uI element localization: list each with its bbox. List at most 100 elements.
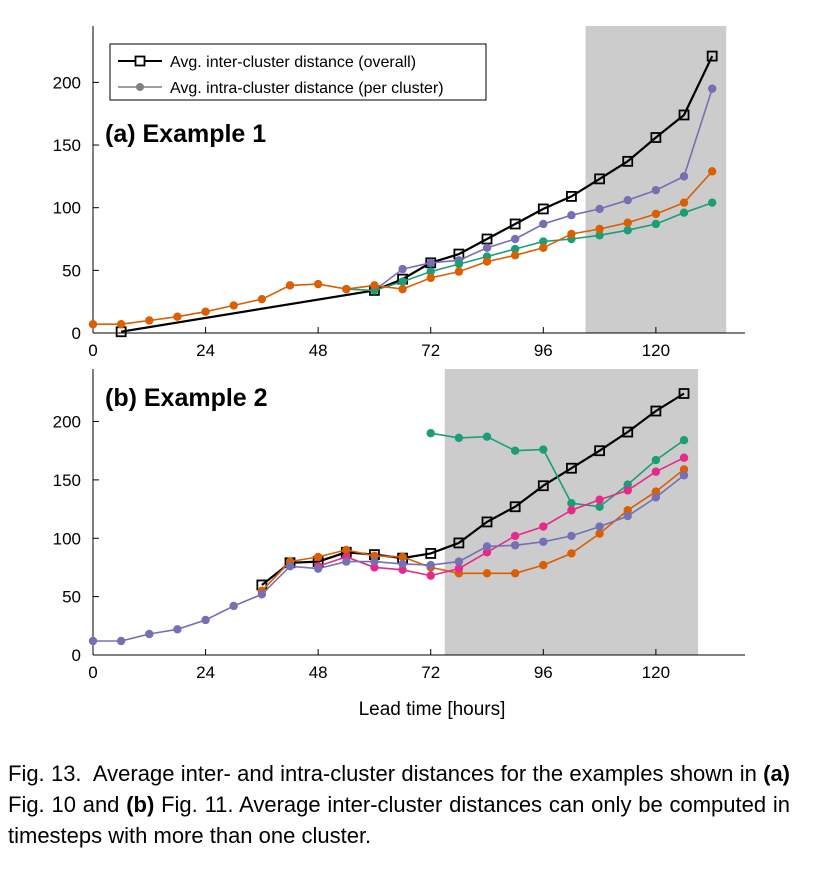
- data-point: [313, 552, 323, 562]
- x-tick-label: 120: [642, 663, 670, 682]
- legend-marker: [134, 55, 146, 67]
- figure: 0 24 48 72 96 120 0 50 100 150 200 (a) Example 1 Avg…: [53, 26, 745, 720]
- series-line: [430, 432, 685, 508]
- data-point: [594, 445, 605, 457]
- caption-text-3: Fig. 11. Average inter-cluster distances…: [8, 792, 790, 848]
- data-point: [510, 446, 520, 455]
- data-point: [510, 569, 520, 578]
- data-point: [595, 529, 604, 538]
- data-point: [453, 537, 465, 549]
- data-point: [567, 211, 576, 220]
- x-tick-label: 72: [421, 663, 440, 682]
- x-tick-label: 0: [88, 663, 97, 682]
- data-point: [651, 455, 661, 465]
- chart-panel-a: 0 24 48 72 96 120 0 50 100 150 200 (a) Example 1 Avg…: [53, 26, 745, 360]
- data-point: [145, 316, 154, 325]
- data-point: [595, 522, 604, 531]
- y-tick-label: 200: [53, 73, 81, 92]
- data-point: [482, 243, 492, 252]
- x-tick-label: 24: [196, 663, 215, 682]
- x-tick-label: 72: [421, 341, 440, 360]
- data-point: [651, 467, 661, 476]
- data-point: [567, 499, 576, 508]
- data-point: [481, 233, 493, 245]
- data-point: [454, 564, 464, 573]
- caption-ref-a: (a): [763, 761, 791, 786]
- data-point: [398, 552, 407, 562]
- data-point: [426, 273, 435, 283]
- data-point: [426, 267, 435, 276]
- data-point: [651, 487, 661, 496]
- x-tick-label: 0: [88, 341, 97, 360]
- data-point: [539, 237, 548, 246]
- series-line: [317, 456, 685, 577]
- data-point: [595, 495, 604, 504]
- y-tick-label: 50: [62, 588, 81, 607]
- data-point: [651, 185, 661, 195]
- legend-label: Avg. inter-cluster distance (overall): [170, 54, 416, 71]
- data-point: [285, 562, 295, 571]
- data-point: [539, 243, 548, 252]
- data-point: [539, 522, 548, 531]
- data-point: [537, 203, 549, 215]
- data-point: [454, 557, 464, 566]
- y-tick-label: 0: [72, 646, 81, 665]
- series-line: [93, 474, 685, 642]
- data-point: [88, 320, 98, 329]
- data-point: [510, 251, 520, 260]
- data-point: [481, 516, 493, 528]
- data-point: [537, 480, 549, 492]
- data-point: [313, 564, 323, 573]
- data-point: [398, 559, 407, 569]
- data-point: [539, 219, 548, 229]
- y-tick-label: 150: [53, 136, 81, 155]
- data-point: [566, 191, 577, 202]
- data-point: [679, 208, 689, 217]
- caption-lead: Fig. 13.: [8, 761, 82, 786]
- series-intra-5: [88, 471, 689, 646]
- figure-caption: Fig. 13. Average inter- and intra-cluste…: [8, 758, 790, 851]
- data-point: [623, 506, 632, 515]
- data-point: [342, 557, 351, 566]
- legend-marker: [136, 83, 144, 91]
- data-point: [567, 549, 576, 558]
- x-tick-label: 48: [309, 341, 328, 360]
- panel-title: (a) Example 1: [105, 120, 266, 148]
- data-point: [650, 132, 662, 143]
- data-point: [510, 244, 520, 254]
- data-point: [116, 320, 126, 329]
- data-point: [257, 294, 267, 304]
- caption-text-1: Average inter- and intra-cluster distanc…: [92, 761, 757, 786]
- data-point: [454, 433, 464, 443]
- series-line: [261, 392, 685, 586]
- data-point: [567, 531, 576, 541]
- data-point: [257, 590, 267, 599]
- data-point: [454, 267, 464, 276]
- data-point: [509, 501, 521, 513]
- x-tick-label: 48: [309, 663, 328, 682]
- legend-label: Avg. intra-cluster distance (per cluster…: [170, 80, 444, 97]
- data-point: [425, 548, 437, 559]
- data-point: [510, 541, 520, 550]
- series-intra-4: [88, 167, 717, 329]
- x-tick-label: 96: [534, 341, 553, 360]
- data-point: [509, 218, 521, 230]
- data-point: [539, 445, 548, 454]
- y-tick-label: 100: [53, 529, 81, 548]
- data-point: [398, 264, 407, 274]
- x-tick-label: 24: [196, 341, 215, 360]
- x-tick-label: 120: [642, 341, 670, 360]
- series-inter-1: [115, 50, 718, 338]
- data-point: [595, 224, 604, 234]
- data-point: [623, 511, 632, 521]
- data-point: [510, 234, 520, 244]
- data-point: [678, 109, 690, 121]
- data-point: [145, 629, 154, 639]
- data-point: [623, 195, 632, 205]
- series-line: [346, 201, 713, 292]
- x-axis-label: Lead time [hours]: [359, 699, 506, 720]
- data-point: [595, 204, 604, 214]
- data-point: [370, 557, 379, 566]
- data-point: [370, 551, 379, 560]
- data-point: [707, 198, 717, 207]
